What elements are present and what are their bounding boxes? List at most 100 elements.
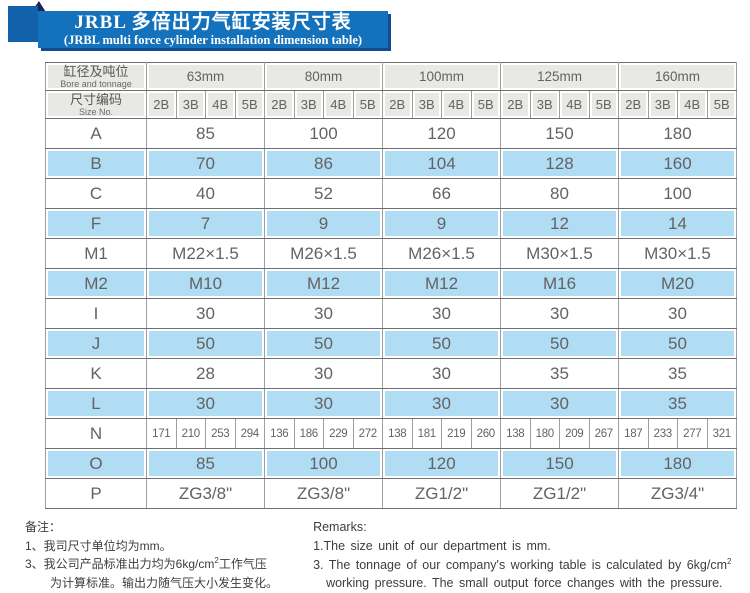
size-code-header: 2B xyxy=(264,90,295,119)
bore-tonnage-label-cn: 缸径及吨位 xyxy=(63,63,129,79)
table-row-J: J 50 50 50 50 50 xyxy=(45,328,737,359)
size-code-header: 4B xyxy=(323,90,354,119)
value-cell: 80 xyxy=(500,178,619,209)
value-cell: 100 xyxy=(264,448,383,479)
size-code-header: 4B xyxy=(677,90,708,119)
value-cell: 14 xyxy=(618,208,737,239)
value-cell: 40 xyxy=(146,178,265,209)
value-cell: M26×1.5 xyxy=(382,238,501,269)
table-row-N: N 171 210 253 294 136 186 229 272 138 181 219 260 138… xyxy=(45,418,737,449)
value-cell: 260 xyxy=(470,418,501,449)
table-row-O: O 85 100 120 150 180 xyxy=(45,448,737,479)
value-cell: 30 xyxy=(264,298,383,329)
value-cell: 50 xyxy=(500,328,619,359)
size-code-header: 5B xyxy=(470,90,501,119)
value-cell: 180 xyxy=(529,418,560,449)
value-cell: 219 xyxy=(441,418,472,449)
value-cell: 294 xyxy=(234,418,265,449)
value-cell: ZG1/2" xyxy=(500,478,619,509)
value-cell: 50 xyxy=(382,328,501,359)
value-cell: M12 xyxy=(264,268,383,299)
value-cell: M30×1.5 xyxy=(500,238,619,269)
row-label-L: L xyxy=(45,388,147,419)
value-cell: 28 xyxy=(146,358,265,389)
notes-cn-line1: 1、我司尺寸单位均为mm。 xyxy=(25,538,172,553)
value-cell: M22×1.5 xyxy=(146,238,265,269)
table-row-P: P ZG3/8" ZG3/8" ZG1/2" ZG1/2" ZG3/4" xyxy=(45,478,737,509)
bore-header-100mm: 100mm xyxy=(382,62,501,91)
bore-header-row: 缸径及吨位 Bore and tonnage 63mm 80mm 100mm 125m… xyxy=(45,62,737,91)
notes-cn-line2: 3、我公司产品标准出力均为6kg/cm2工作气压 xyxy=(25,556,267,572)
value-cell: 30 xyxy=(500,388,619,419)
row-label-C: C xyxy=(45,178,147,209)
row-label-J: J xyxy=(45,328,147,359)
size-code-header: 2B xyxy=(146,90,177,119)
value-cell: 9 xyxy=(264,208,383,239)
value-cell: 187 xyxy=(618,418,649,449)
value-cell: M20 xyxy=(618,268,737,299)
size-code-header: 5B xyxy=(588,90,619,119)
value-cell: 150 xyxy=(500,118,619,149)
row-label-N: N xyxy=(45,418,147,449)
footer-notes: 备注： 1、我司尺寸单位均为mm。 3、我公司产品标准出力均为6kg/cm2工作… xyxy=(25,518,750,593)
notes-cn-heading: 备注： xyxy=(25,520,62,534)
size-code-header: 4B xyxy=(205,90,236,119)
value-cell: 30 xyxy=(146,298,265,329)
value-cell: 9 xyxy=(382,208,501,239)
table-row-K: K 28 30 30 35 35 xyxy=(45,358,737,389)
value-cell: 160 xyxy=(618,148,737,179)
value-cell: 100 xyxy=(264,118,383,149)
row-label-B: B xyxy=(45,148,147,179)
table-row-F: F 7 9 9 12 14 xyxy=(45,208,737,239)
value-cell: 30 xyxy=(500,298,619,329)
notes-en-line2: 3. The tonnage of our company's working … xyxy=(313,556,732,572)
value-cell: 229 xyxy=(323,418,354,449)
value-cell: M26×1.5 xyxy=(264,238,383,269)
size-code-header: 3B xyxy=(293,90,324,119)
value-cell: 180 xyxy=(618,448,737,479)
row-label-I: I xyxy=(45,298,147,329)
value-cell: ZG3/8" xyxy=(264,478,383,509)
row-label-P: P xyxy=(45,478,147,509)
value-cell: 180 xyxy=(618,118,737,149)
size-code-header: 3B xyxy=(411,90,442,119)
value-cell: 52 xyxy=(264,178,383,209)
value-cell: 66 xyxy=(382,178,501,209)
size-code-header: 3B xyxy=(647,90,678,119)
value-cell: 30 xyxy=(264,388,383,419)
value-cell: ZG3/8" xyxy=(146,478,265,509)
table-row-I: I 30 30 30 30 30 xyxy=(45,298,737,329)
table-row-M1: M1 M22×1.5 M26×1.5 M26×1.5 M30×1.5 M30×1.5 xyxy=(45,238,737,269)
value-cell: 30 xyxy=(264,358,383,389)
value-cell: 100 xyxy=(618,178,737,209)
table-row-L: L 30 30 30 30 35 xyxy=(45,388,737,419)
value-cell: 138 xyxy=(500,418,531,449)
table-row-A: A 85 100 120 150 180 xyxy=(45,118,737,149)
value-cell: 171 xyxy=(146,418,177,449)
value-cell: 233 xyxy=(647,418,678,449)
size-code-header: 2B xyxy=(618,90,649,119)
bore-header-80mm: 80mm xyxy=(264,62,383,91)
bore-header-125mm: 125mm xyxy=(500,62,619,91)
notes-chinese: 备注： 1、我司尺寸单位均为mm。 3、我公司产品标准出力均为6kg/cm2工作… xyxy=(25,518,303,593)
value-cell: 12 xyxy=(500,208,619,239)
page-title: JRBL 多倍出力气缸安装尺寸表 xyxy=(74,12,352,33)
bore-header-63mm: 63mm xyxy=(146,62,265,91)
value-cell: 120 xyxy=(382,118,501,149)
notes-en-heading: Remarks: xyxy=(313,520,367,534)
page-subtitle: (JRBL multi force cylinder installation … xyxy=(63,33,363,47)
dimension-table: 缸径及吨位 Bore and tonnage 63mm 80mm 100mm 125m… xyxy=(45,62,737,509)
value-cell: 35 xyxy=(618,358,737,389)
value-cell: ZG3/4" xyxy=(618,478,737,509)
value-cell: M12 xyxy=(382,268,501,299)
value-cell: 272 xyxy=(352,418,383,449)
value-cell: 321 xyxy=(706,418,737,449)
size-code-header: 2B xyxy=(382,90,413,119)
row-label-O: O xyxy=(45,448,147,479)
bore-tonnage-label-en: Bore and tonnage xyxy=(60,78,132,89)
value-cell: 7 xyxy=(146,208,265,239)
value-cell: 30 xyxy=(146,388,265,419)
value-cell: 253 xyxy=(205,418,236,449)
value-cell: ZG1/2" xyxy=(382,478,501,509)
banner: JRBL 多倍出力气缸安装尺寸表 (JRBL multi force cylin… xyxy=(38,11,388,48)
